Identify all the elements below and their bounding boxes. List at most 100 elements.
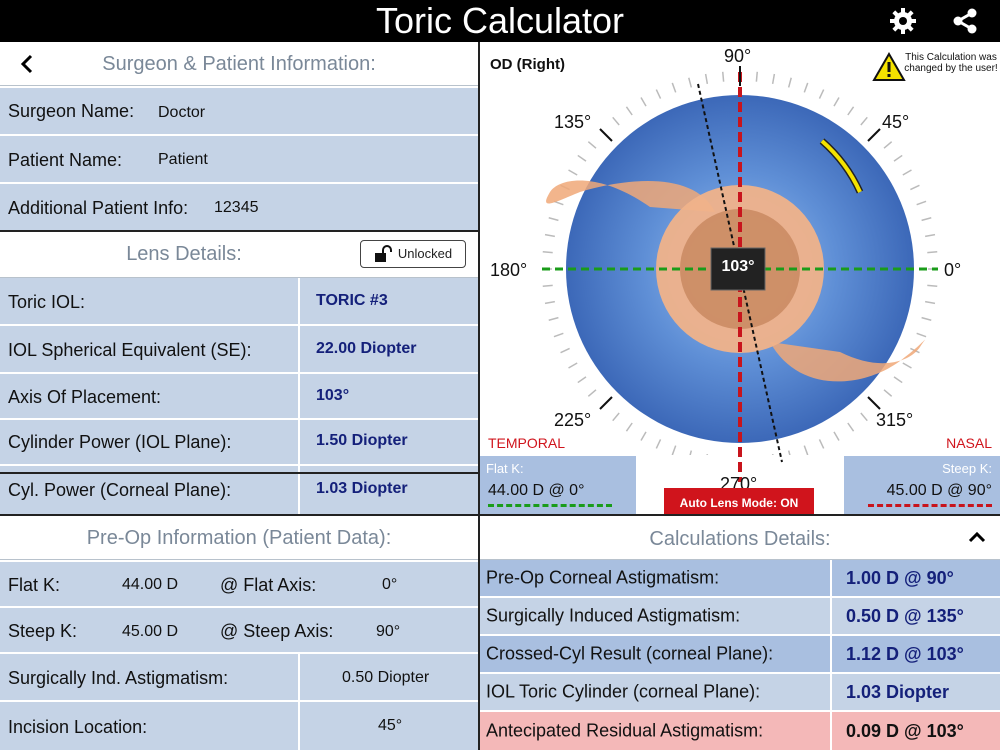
cylinder-iol-value: 1.50 Diopter [316, 432, 408, 449]
incision-label: Incision Location: [8, 717, 148, 737]
angle-315-label: 315° [876, 410, 914, 430]
patient-info-title: Surgeon & Patient Information: [102, 53, 376, 75]
cylinder-corneal-label: Cyl. Power (Corneal Plane): [8, 480, 232, 500]
degree-tick [902, 362, 912, 369]
additional-info-row[interactable]: Additional Patient Info: 12345 [0, 184, 478, 230]
flat-k-line [488, 504, 612, 507]
degree-tick [655, 439, 662, 449]
degree-tick [655, 89, 662, 99]
degree-tick [721, 71, 725, 82]
calc-crossed-value: 1.12 D @ 103° [830, 636, 1000, 672]
chevron-up-icon [968, 531, 986, 543]
share-button[interactable] [948, 4, 982, 38]
degree-tick [548, 316, 559, 321]
flat-k-box-label: Flat K: [486, 461, 524, 476]
placement-axis-line [697, 83, 783, 463]
steep-k-label: Steep K: [8, 621, 78, 641]
degree-tick [860, 116, 868, 126]
degree-tick [577, 154, 587, 162]
angle-0-label: 0° [944, 260, 962, 280]
lens-details-title: Lens Details: [126, 243, 242, 265]
calc-row: Pre-Op Corneal Astigmatism: 1.00 D @ 90° [480, 560, 1000, 598]
lens-row[interactable]: Toric IOL: TORIC #3 [0, 278, 478, 326]
lens-row[interactable]: Cylinder Power (IOL Plane): 1.50 Diopter [0, 420, 478, 466]
flat-k-row[interactable]: Flat K: 44.00 D @ Flat Axis: 0° [0, 562, 478, 608]
flat-axis-label: @ Flat Axis: [220, 575, 317, 595]
steep-k-box-value: 45.00 D @ 90° [886, 482, 992, 499]
degree-tick [927, 250, 938, 254]
angle-225-label: 225° [554, 410, 592, 430]
patient-name-row[interactable]: Patient Name: Patient [0, 136, 478, 184]
eye-side-label: OD (Right) [490, 56, 565, 73]
surgeon-name-label: Surgeon Name: [8, 101, 135, 121]
degree-tick [925, 300, 936, 305]
degree-tick [640, 431, 647, 441]
calc-sia-value: 0.50 D @ 135° [830, 598, 1000, 634]
back-button[interactable] [20, 54, 34, 79]
preop-header: Pre-Op Information (Patient Data): [0, 516, 478, 560]
calc-sia-label: Surgically Induced Astigmatism: [486, 605, 741, 626]
toric-iol-label: Toric IOL: [8, 292, 86, 312]
sia-value: 0.50 Diopter [342, 669, 430, 686]
collapse-button[interactable] [968, 530, 986, 549]
steep-k-row[interactable]: Steep K: 45.00 D @ Steep Axis: 90° [0, 608, 478, 654]
surgeon-name-row[interactable]: Surgeon Name: Doctor [0, 88, 478, 136]
degree-tick [925, 233, 936, 238]
degree-tick [883, 389, 893, 397]
calc-row: Crossed-Cyl Result (corneal Plane): 1.12… [480, 636, 1000, 674]
degree-tick [860, 412, 868, 422]
sia-label: Surgically Ind. Astigmatism: [8, 668, 229, 688]
axis-center-box [710, 247, 766, 291]
chevron-left-icon [20, 54, 33, 74]
additional-info-label: Additional Patient Info: [8, 198, 189, 218]
incision-row[interactable]: Incision Location: 45° [0, 702, 478, 750]
degree-tick [542, 284, 553, 288]
flat-k-box: Flat K: 44.00 D @ 0° [480, 456, 636, 514]
lens-row[interactable]: Axis Of Placement: 103° [0, 374, 478, 420]
degree-tick [625, 106, 633, 116]
degree-tick [671, 82, 677, 93]
degree-tick [577, 376, 587, 384]
settings-button[interactable] [886, 4, 920, 38]
lens-row[interactable]: IOL Spherical Equivalent (SE): 22.00 Dio… [0, 326, 478, 374]
steep-k-box: Steep K: 45.00 D @ 90° [844, 456, 1000, 514]
calc-crossed-label: Crossed-Cyl Result (corneal Plane): [486, 643, 774, 664]
steep-k-box-label: Steep K: [942, 461, 992, 476]
degree-tick [587, 389, 597, 397]
calc-header: Calculations Details: [480, 516, 1000, 560]
lock-label: Unlocked [397, 246, 453, 261]
haptic [770, 339, 925, 382]
calc-row: IOL Toric Cylinder (corneal Plane): 1.03… [480, 674, 1000, 712]
sia-row[interactable]: Surgically Ind. Astigmatism: 0.50 Diopte… [0, 654, 478, 702]
divider [0, 472, 478, 474]
degree-tick [587, 141, 597, 149]
unlock-button[interactable]: Unlocked [360, 240, 466, 268]
eye-diagram[interactable]: OD (Right) This Calculation was changed … [480, 42, 1000, 514]
angle-135-label: 135° [554, 112, 592, 132]
degree-tick [902, 169, 912, 176]
degree-tick [893, 154, 903, 162]
degree-tick [833, 431, 840, 441]
warning-icon[interactable] [872, 51, 906, 87]
degree-tick [803, 82, 809, 93]
gear-icon [890, 8, 916, 34]
haptic [546, 180, 715, 212]
axis-placement-value: 103° [316, 387, 350, 404]
degree-tick [640, 97, 647, 107]
incision-value: 45° [378, 717, 403, 734]
cylinder-corneal-value: 1.03 Diopter [316, 480, 408, 497]
degree-tick [548, 217, 559, 222]
angle-45-label: 45° [882, 112, 910, 132]
patient-info-header: Surgeon & Patient Information: [0, 42, 478, 86]
divider [0, 230, 478, 232]
degree-tick [847, 106, 855, 116]
degree-tick [542, 250, 553, 254]
calc-toric-label: IOL Toric Cylinder (corneal Plane): [486, 681, 761, 702]
degree-tick [847, 422, 855, 432]
degree-tick [883, 141, 893, 149]
lens-row[interactable]: Cyl. Power (Corneal Plane): 1.03 Diopter [0, 466, 478, 514]
incision-arc [820, 139, 862, 193]
degree-tick [916, 332, 927, 338]
auto-lens-mode-button[interactable]: Auto Lens Mode: ON [664, 488, 814, 514]
degree-tick [553, 332, 564, 338]
